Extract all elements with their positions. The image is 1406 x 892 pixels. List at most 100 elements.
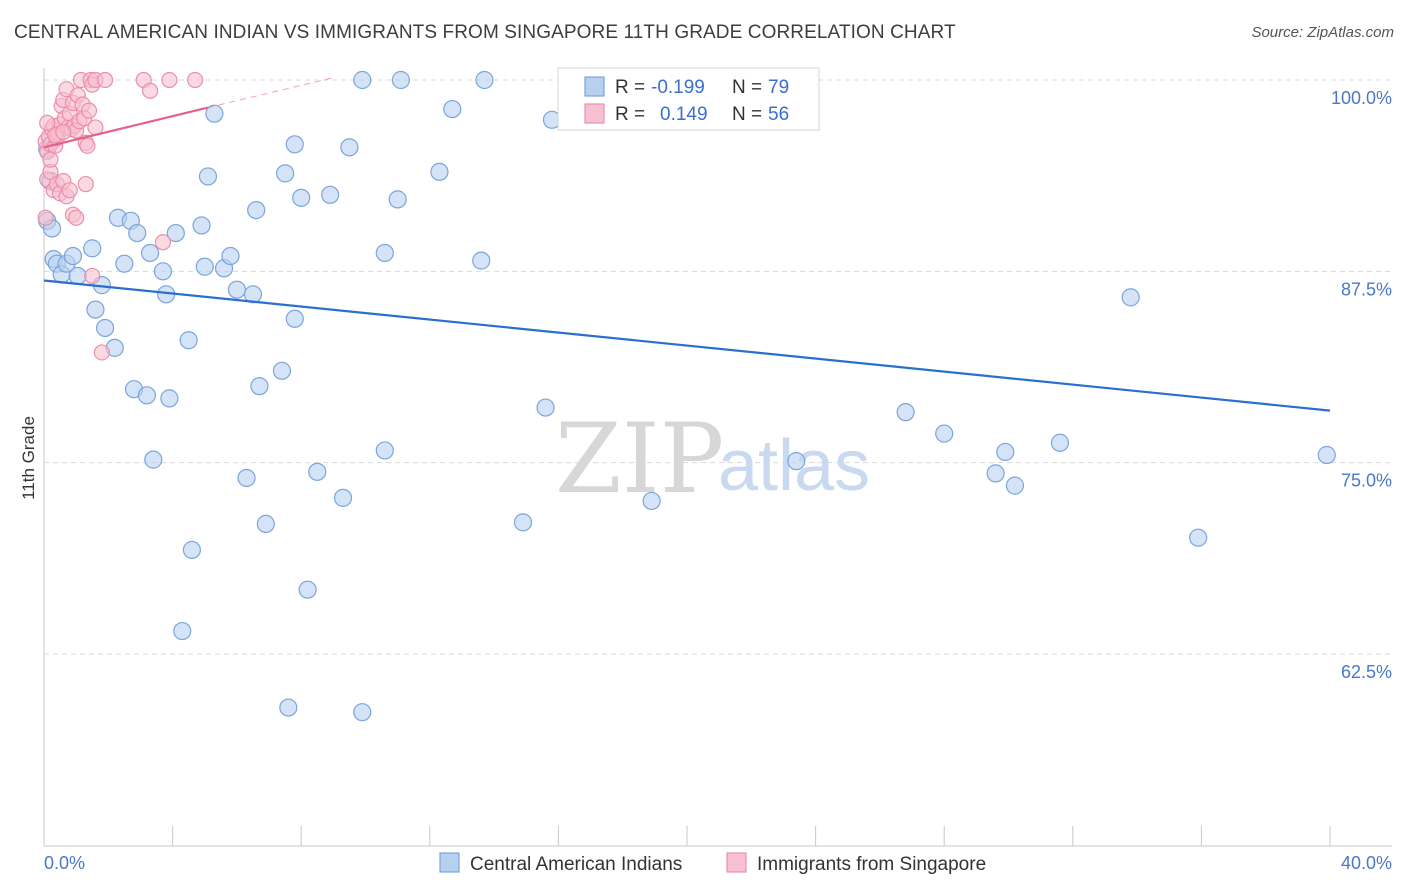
central-american-indians-point-38 xyxy=(250,377,269,396)
central-american-indians-point-69 xyxy=(935,424,954,443)
y-tick-label-2: 75.0% xyxy=(1341,471,1392,491)
central-american-indians-point-68 xyxy=(896,403,915,422)
central-american-indians-point-39 xyxy=(256,514,275,533)
immigrants-from-singapore-point-49 xyxy=(93,344,110,361)
central-american-indians-point-57 xyxy=(430,162,449,181)
grid-lines xyxy=(44,79,1392,655)
stats-legend-row1-n-value: 79 xyxy=(768,77,789,98)
x-tick-label-max: 40.0% xyxy=(1341,853,1392,873)
central-american-indians-point-25 xyxy=(144,450,163,469)
central-american-indians-point-58 xyxy=(443,99,462,119)
central-american-indians-point-36 xyxy=(243,285,263,304)
immigrants-from-singapore-point-51 xyxy=(37,209,54,226)
x-tick-label-min: 0.0% xyxy=(44,853,85,873)
central-american-indians-point-45 xyxy=(292,188,311,207)
stats-legend-row1-r-value: -0.199 xyxy=(651,77,705,98)
central-american-indians-point-74 xyxy=(1121,288,1140,307)
central-american-indians-point-8 xyxy=(83,239,102,258)
central-american-indians-point-44 xyxy=(285,135,304,154)
immigrants-from-singapore-point-26 xyxy=(79,137,96,154)
immigrants-from-singapore-point-50 xyxy=(154,234,172,251)
central-american-indians-point-65 xyxy=(642,491,661,511)
watermark-zip: ZIP xyxy=(555,403,724,515)
central-american-indians-point-60 xyxy=(475,70,494,90)
series-central-american-indians xyxy=(38,70,1336,722)
immigrants-from-singapore-point-52 xyxy=(42,151,59,168)
immigrants-from-singapore-point-54 xyxy=(39,114,56,131)
central-american-indians-point-72 xyxy=(1005,476,1025,495)
immigrants-from-singapore-point-44 xyxy=(61,182,78,199)
immigrants-from-singapore-point-48 xyxy=(84,267,101,285)
central-american-indians-point-75 xyxy=(1189,528,1208,547)
stats-legend-row2-r-value: 0.149 xyxy=(660,104,708,125)
stats-legend-row1-n-label: N = xyxy=(732,77,762,98)
immigrants-from-singapore-point-27 xyxy=(80,102,98,119)
y-tick-label-3: 62.5% xyxy=(1341,662,1392,682)
central-american-indians-point-28 xyxy=(192,216,211,235)
central-american-indians-point-47 xyxy=(308,462,327,481)
y-axis-label: 11th Grade xyxy=(19,416,38,500)
immigrants-from-singapore-point-36 xyxy=(187,71,204,89)
central-american-indians-point-51 xyxy=(353,703,372,722)
central-american-indians-point-21 xyxy=(179,331,198,350)
central-american-indians-point-6 xyxy=(63,246,83,266)
chart-title: CENTRAL AMERICAN INDIAN VS IMMIGRANTS FR… xyxy=(14,22,956,43)
series-legend: Central American Indians Immigrants from… xyxy=(439,852,986,875)
central-american-indians-point-27 xyxy=(182,540,201,560)
trend-line-immigrants-from-singapore xyxy=(43,106,209,149)
central-american-indians-point-55 xyxy=(388,190,407,209)
y-tick-label-0: 100.0% xyxy=(1331,88,1392,108)
stats-legend-row1-r-label: R = xyxy=(615,77,645,98)
central-american-indians-point-41 xyxy=(276,164,295,183)
central-american-indians-point-50 xyxy=(340,138,359,157)
series-immigrants-from-singapore xyxy=(37,71,204,361)
central-american-indians-point-42 xyxy=(279,698,298,717)
central-american-indians-point-17 xyxy=(140,243,160,263)
central-american-indians-point-29 xyxy=(195,257,214,276)
immigrants-from-singapore-point-47 xyxy=(77,175,94,193)
trend-line-extension-immigrants-from-singapore xyxy=(207,76,337,109)
legend-label-central-american-indians: Central American Indians xyxy=(470,854,682,875)
stats-legend: R = -0.199 N = 79 R = 0.149 N = 56 xyxy=(557,67,820,131)
central-american-indians-point-24 xyxy=(160,389,179,408)
legend-label-immigrants-from-singapore: Immigrants from Singapore xyxy=(757,854,986,875)
central-american-indians-point-32 xyxy=(205,104,224,123)
central-american-indians-point-33 xyxy=(221,246,240,266)
central-american-indians-point-18 xyxy=(153,262,173,281)
stats-legend-pink-swatch xyxy=(584,103,605,124)
central-american-indians-point-70 xyxy=(986,464,1005,483)
central-american-indians-point-43 xyxy=(285,309,304,328)
central-american-indians-point-23 xyxy=(137,386,156,405)
legend-swatch-immigrants-from-singapore xyxy=(726,852,747,873)
immigrants-from-singapore-point-34 xyxy=(141,82,159,99)
legend-swatch-central-american-indians xyxy=(439,852,460,873)
central-american-indians-point-56 xyxy=(391,70,410,90)
central-american-indians-point-67 xyxy=(787,452,806,471)
central-american-indians-point-10 xyxy=(86,300,105,319)
central-american-indians-point-71 xyxy=(996,442,1015,462)
stats-legend-blue-swatch xyxy=(584,76,605,97)
trend-lines xyxy=(43,76,1331,412)
source-credit: Source: ZipAtlas.com xyxy=(1251,24,1394,41)
stats-legend-row2-n-value: 56 xyxy=(768,104,789,125)
central-american-indians-point-40 xyxy=(272,361,292,380)
central-american-indians-point-49 xyxy=(333,488,353,507)
central-american-indians-point-76 xyxy=(1317,445,1336,465)
central-american-indians-point-54 xyxy=(375,243,394,263)
central-american-indians-point-62 xyxy=(536,398,555,417)
central-american-indians-point-52 xyxy=(353,70,372,90)
central-american-indians-point-61 xyxy=(513,513,533,532)
immigrants-from-singapore-point-35 xyxy=(161,71,178,89)
central-american-indians-point-31 xyxy=(198,167,218,186)
central-american-indians-point-37 xyxy=(247,201,266,220)
immigrants-from-singapore-point-32 xyxy=(96,71,114,89)
central-american-indians-point-7 xyxy=(68,266,87,286)
central-american-indians-point-11 xyxy=(95,318,115,338)
central-american-indians-point-48 xyxy=(321,185,340,204)
central-american-indians-point-35 xyxy=(237,468,256,488)
stats-legend-row2-r-label: R = xyxy=(615,104,645,125)
immigrants-from-singapore-point-46 xyxy=(68,209,85,226)
central-american-indians-point-53 xyxy=(375,441,394,460)
central-american-indians-point-26 xyxy=(173,621,192,641)
